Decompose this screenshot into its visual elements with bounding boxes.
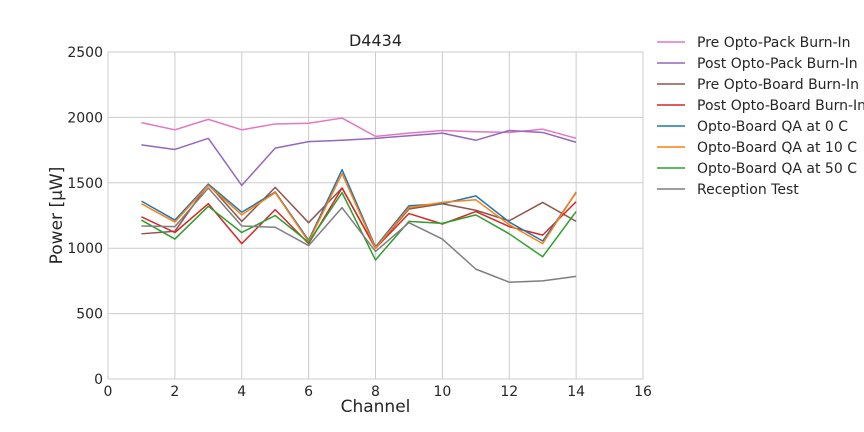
y-tick-label: 500 bbox=[76, 307, 103, 323]
y-tick-label: 2000 bbox=[67, 110, 103, 126]
series-line-3 bbox=[141, 183, 577, 249]
legend-label: Reception Test bbox=[697, 182, 799, 198]
legend-label: Opto-Board QA at 50 C bbox=[697, 161, 857, 177]
legend-label: Post Opto-Board Burn-In bbox=[697, 98, 864, 114]
x-tick-label: 4 bbox=[237, 384, 246, 400]
y-axis-label: Power [μW] bbox=[47, 167, 67, 265]
x-tick-label: 10 bbox=[433, 384, 451, 400]
series-line-8 bbox=[141, 187, 577, 283]
series-line-4 bbox=[141, 187, 577, 249]
x-tick-label: 6 bbox=[304, 384, 313, 400]
series-line-6 bbox=[141, 172, 577, 249]
plot-area bbox=[107, 51, 644, 380]
x-tick-label: 12 bbox=[500, 384, 518, 400]
x-axis-label: Channel bbox=[341, 397, 411, 417]
legend: Pre Opto-Pack Burn-In Post Opto-Pack Burn… bbox=[657, 35, 864, 198]
x-tick-labels: 0 2 4 6 8 10 12 14 16 bbox=[104, 384, 652, 400]
chart-title: D4434 bbox=[349, 31, 402, 50]
legend-label: Opto-Board QA at 10 C bbox=[697, 140, 857, 156]
x-tick-label: 2 bbox=[170, 384, 179, 400]
series-lines bbox=[141, 117, 577, 283]
y-tick-label: 1000 bbox=[67, 241, 103, 257]
x-tick-label: 14 bbox=[567, 384, 585, 400]
series-line-1 bbox=[141, 117, 577, 140]
y-tick-label: 2500 bbox=[67, 45, 103, 61]
series-line-5 bbox=[141, 168, 577, 248]
legend-label: Opto-Board QA at 0 C bbox=[697, 119, 848, 135]
series-line-2 bbox=[141, 129, 577, 187]
y-tick-labels: 0 500 1000 1500 2000 2500 bbox=[67, 45, 103, 388]
x-tick-label: 0 bbox=[104, 384, 113, 400]
x-tick-label: 8 bbox=[371, 384, 380, 400]
legend-label: Pre Opto-Pack Burn-In bbox=[697, 35, 851, 51]
x-tick-label: 16 bbox=[634, 384, 652, 400]
legend-label: Pre Opto-Board Burn-In bbox=[697, 77, 859, 93]
legend-label: Post Opto-Pack Burn-In bbox=[697, 56, 858, 72]
y-tick-label: 0 bbox=[94, 372, 103, 388]
series-line-7 bbox=[141, 191, 577, 261]
y-tick-label: 1500 bbox=[67, 176, 103, 192]
